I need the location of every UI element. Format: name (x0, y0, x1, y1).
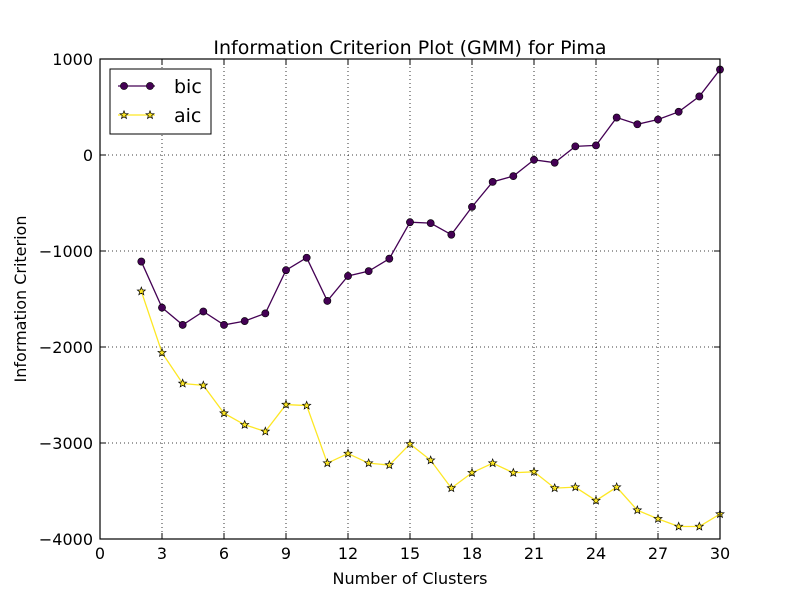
data-point-aic (446, 482, 457, 493)
data-point-aic (198, 380, 209, 390)
x-axis-label: Number of Clusters (333, 569, 488, 588)
data-point-aic (343, 448, 353, 458)
legend-marker-bic (146, 82, 154, 90)
x-tick-label: 27 (648, 544, 668, 563)
data-point-bic (302, 253, 311, 262)
data-point-aic (260, 426, 271, 436)
x-tick-label: 9 (281, 544, 291, 563)
data-point-bic (654, 115, 662, 124)
x-tick-label: 18 (462, 544, 482, 563)
data-point-aic (384, 459, 395, 470)
data-point-aic (281, 399, 291, 409)
y-tick-label: −4000 (39, 530, 93, 549)
series-layer (136, 65, 725, 531)
data-point-aic (611, 481, 622, 492)
y-tick-label: −1000 (39, 242, 93, 261)
y-tick-label: 0 (83, 146, 93, 165)
series-aic (136, 286, 725, 531)
x-tick-label: 15 (400, 544, 420, 563)
series-bic (137, 65, 724, 329)
data-point-aic (694, 521, 705, 531)
legend-label-aic: aic (174, 105, 201, 127)
data-point-aic (673, 521, 684, 531)
data-point-aic (363, 457, 374, 468)
data-point-bic (426, 219, 435, 228)
data-point-bic (406, 218, 414, 227)
data-point-aic (136, 286, 147, 296)
x-tick-label: 12 (338, 544, 358, 563)
x-tick-label: 30 (710, 544, 730, 563)
data-point-aic (239, 419, 250, 429)
x-tick-label: 3 (157, 544, 167, 563)
legend: bic aic (109, 68, 212, 135)
y-tick-label: −3000 (39, 434, 93, 453)
data-point-bic (385, 254, 394, 263)
x-tick-label: 24 (586, 544, 606, 563)
data-point-bic (261, 309, 270, 318)
data-point-bic (674, 107, 683, 116)
data-point-aic (632, 505, 643, 515)
data-point-aic (591, 495, 601, 505)
data-point-bic (282, 266, 290, 275)
data-point-bic (633, 120, 642, 129)
data-point-bic (612, 113, 621, 122)
data-point-bic (240, 317, 249, 325)
legend-label-bic: bic (174, 76, 202, 98)
data-point-bic (530, 155, 538, 164)
data-point-bic (158, 303, 166, 312)
data-point-aic (549, 482, 560, 493)
data-point-bic (364, 267, 373, 276)
data-point-aic (425, 455, 436, 465)
data-point-bic (178, 321, 187, 329)
x-tick-label: 6 (219, 544, 229, 563)
data-point-bic (571, 142, 580, 151)
data-point-aic (219, 408, 229, 418)
legend-box (109, 68, 212, 135)
legend-marker-bic (120, 82, 128, 90)
data-point-bic (199, 307, 208, 316)
axis-ticks: 0 3 6 9 12 15 18 21 24 27 30 1000 0 −1000 −2000 −3000 −4… (39, 50, 730, 563)
data-point-bic (695, 92, 704, 101)
x-tick-label: 0 (95, 544, 105, 563)
data-point-aic (529, 466, 539, 476)
y-tick-label: −2000 (39, 338, 93, 357)
legend-marker-aic (145, 109, 155, 120)
data-point-aic (301, 400, 312, 410)
data-point-aic (467, 467, 477, 477)
y-tick-label: 1000 (52, 50, 93, 69)
data-point-bic (344, 272, 352, 280)
data-point-aic (322, 457, 333, 468)
data-point-aic (177, 378, 188, 388)
data-point-aic (487, 457, 498, 468)
x-tick-label: 21 (524, 544, 544, 563)
y-axis-label: Information Criterion (11, 216, 30, 383)
data-point-aic (653, 513, 663, 524)
data-point-aic (508, 467, 519, 477)
data-point-bic (509, 172, 518, 181)
data-point-aic (157, 347, 167, 357)
chart-title: Information Criterion Plot (GMM) for Pim… (213, 37, 606, 59)
data-point-aic (405, 438, 415, 449)
data-point-bic (220, 321, 228, 329)
data-point-bic (323, 297, 332, 305)
data-point-bic (447, 230, 456, 239)
data-point-bic (592, 141, 600, 150)
data-point-bic (488, 177, 497, 186)
data-point-bic (137, 257, 146, 266)
data-point-bic (550, 158, 559, 167)
data-point-aic (570, 481, 581, 492)
grid-lines (100, 59, 720, 539)
data-point-bic (468, 202, 476, 211)
legend-marker-aic (119, 109, 129, 120)
